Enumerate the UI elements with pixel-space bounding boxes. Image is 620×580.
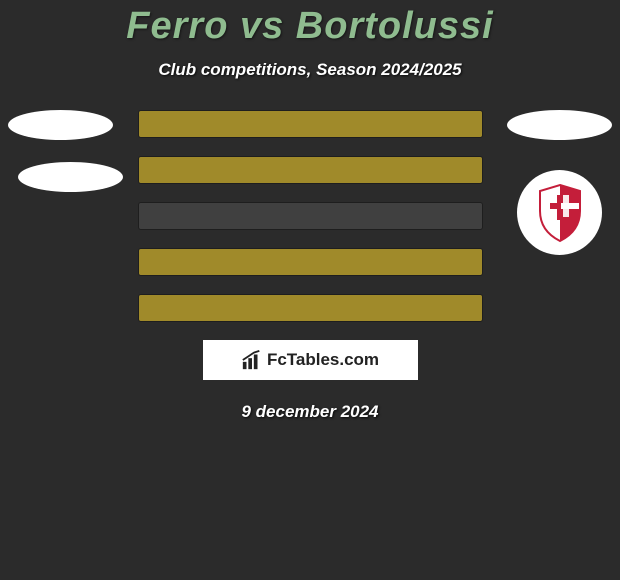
stat-row: 1115 135Min per goal [138, 294, 483, 322]
stat-value-left: 8 [149, 137, 157, 138]
stat-value-left: 0 [149, 229, 157, 230]
stat-value-right: 12 [455, 137, 472, 138]
stat-row: 1 9Goals [138, 156, 483, 184]
main-container: Ferro vs Bortolussi Club competitions, S… [0, 0, 620, 422]
bar-right-fill [190, 249, 482, 275]
shield-icon [535, 183, 585, 243]
club-badge-right [517, 170, 602, 255]
bar-left-fill [139, 157, 173, 183]
stat-value-right: 0.75 [442, 275, 471, 276]
stat-value-left: 0.13 [149, 275, 178, 276]
bar-left-fill [139, 295, 407, 321]
stat-row: 0 0Hattricks [138, 202, 483, 230]
stat-value-right: 9 [463, 183, 471, 184]
bar-right-fill [173, 157, 482, 183]
stat-value-right: 0 [463, 229, 471, 230]
bar-left-fill [139, 249, 190, 275]
stat-value-left: 1115 [149, 321, 180, 322]
stats-area: 8 12Matches 1 9Goals 0 0Hattricks 0.13 0.75Goal… [0, 110, 620, 422]
player-left-avatar-bottom [18, 162, 123, 192]
stat-value-right: 135 [446, 321, 471, 322]
stat-row: 0.13 0.75Goals per match [138, 248, 483, 276]
stat-rows: 8 12Matches 1 9Goals 0 0Hattricks 0.13 0.75Goal… [138, 110, 483, 322]
bar-right-fill [406, 295, 481, 321]
stat-label: Min per goal [139, 321, 482, 322]
date-label: 9 december 2024 [0, 402, 620, 422]
bar-background [139, 203, 482, 229]
fctables-logo[interactable]: FcTables.com [203, 340, 418, 380]
player-left-avatar-top [8, 110, 113, 140]
bar-left-fill [139, 111, 276, 137]
stat-label: Hattricks [139, 229, 482, 230]
chart-icon [241, 349, 263, 371]
bar-right-fill [276, 111, 482, 137]
stat-label: Goals per match [139, 275, 482, 276]
stat-label: Matches [139, 137, 482, 138]
logo-text: FcTables.com [267, 350, 379, 370]
comparison-title: Ferro vs Bortolussi [0, 5, 620, 48]
season-subtitle: Club competitions, Season 2024/2025 [0, 60, 620, 80]
stat-row: 8 12Matches [138, 110, 483, 138]
stat-value-left: 1 [149, 183, 157, 184]
stat-label: Goals [139, 183, 482, 184]
player-right-avatar-top [507, 110, 612, 140]
